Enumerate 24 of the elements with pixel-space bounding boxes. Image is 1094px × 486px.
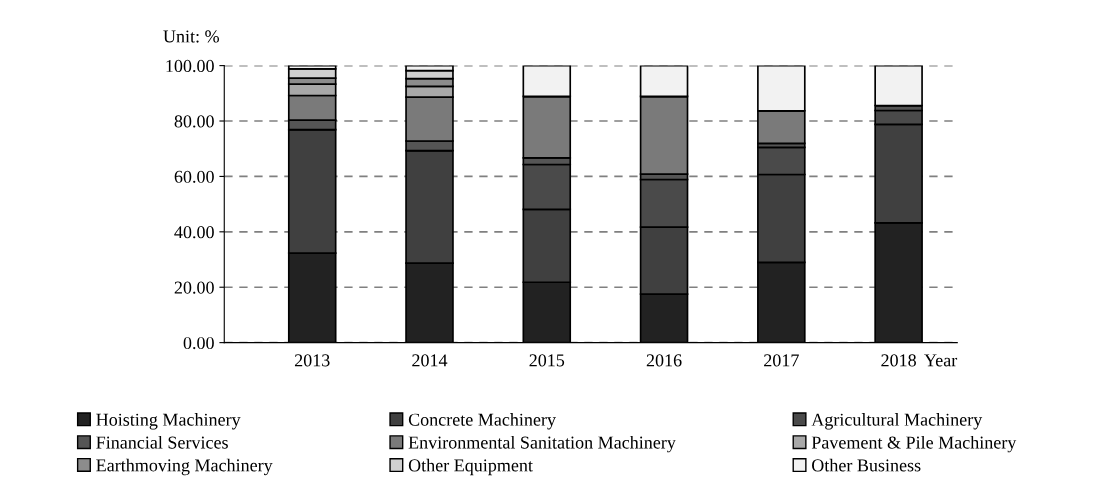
x-tick-label: 2015 <box>529 354 565 367</box>
x-tick-label: 2018 <box>881 354 916 367</box>
y-tick-label: 60.00 <box>174 170 214 183</box>
x-tick-label: 2014 <box>412 354 448 367</box>
legend-label: Concrete Machinery <box>408 413 556 430</box>
x-tick-label: 2013 <box>294 354 330 367</box>
y-tick-label: 0.00 <box>183 336 214 350</box>
y-tick-label: 40.00 <box>174 226 214 239</box>
legend-label: Other Equipment <box>408 458 533 476</box>
x-tick-label: 2017 <box>764 354 799 367</box>
x-tick-label: 2016 <box>646 354 682 367</box>
y-tick-label: 20.00 <box>174 281 214 294</box>
bar <box>874 65 923 107</box>
legend-label: Pavement & Pile Machinery <box>811 435 1017 453</box>
x-axis-title: Year <box>924 354 958 367</box>
legend-label: Financial Services <box>96 435 228 449</box>
legend-label: Environmental Sanitation Machinery <box>408 435 676 453</box>
y-tick-label: 100.00 <box>166 59 214 73</box>
y-tick-label: 80.00 <box>174 115 214 128</box>
legend-label: Earthmoving Machinery <box>96 458 273 476</box>
legend-label: Agricultural Machinery <box>811 413 983 430</box>
y-axis-title: Unit: % <box>163 30 220 43</box>
legend-label: Hoisting Machinery <box>96 413 241 430</box>
legend-label: Other Business <box>812 458 921 472</box>
